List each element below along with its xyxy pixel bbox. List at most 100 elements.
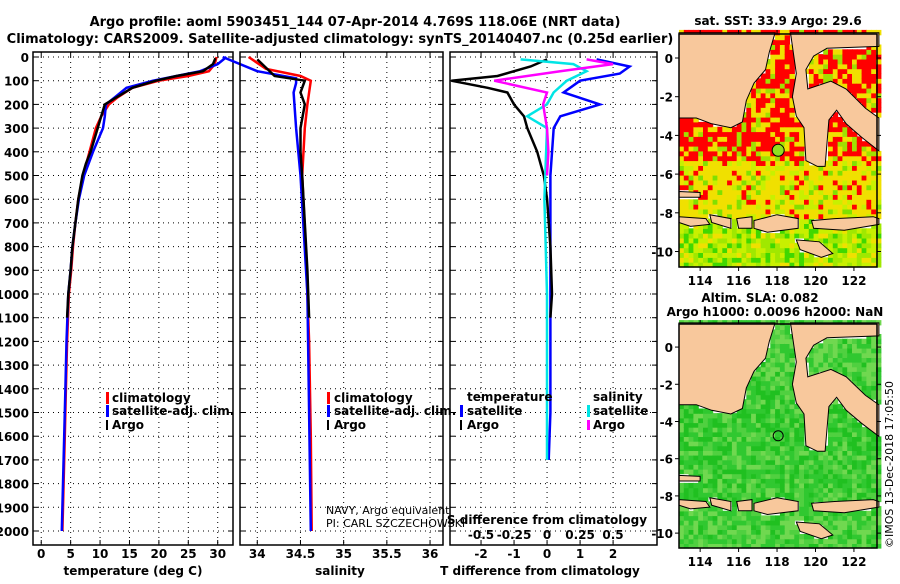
map-cell [832,524,839,530]
map-cell [679,427,685,433]
map-cell [861,141,867,147]
map-cell [741,204,747,210]
map-cell [698,441,704,447]
map-cell [765,385,771,391]
map-cell [703,441,709,447]
map-cell [746,247,752,253]
map-cell [779,83,786,89]
map-cell [823,184,829,191]
map-cell [775,49,781,55]
map-cell [832,204,839,210]
map-cell [828,515,834,521]
map-cell [847,228,853,234]
map-cell [765,534,771,540]
map-cell [871,510,877,517]
map-cell [842,464,848,470]
map-cell [828,357,834,363]
map-cell [775,97,781,104]
map-cell [799,487,805,493]
map-cell [804,204,810,210]
map-cell [837,487,843,493]
map-cell [755,450,762,456]
map-cell [861,228,867,234]
map-cell [842,150,848,157]
temperature-legend: climatology satellite-adj. clim. Argo [106,391,234,432]
map-cell [775,403,781,410]
map-cell [861,366,867,372]
map-cell [876,338,882,344]
map-cell [736,473,743,479]
map-cell [842,417,848,424]
map-cell [847,49,853,55]
map-cell [818,538,824,544]
map-cell [784,422,791,428]
map-cell [847,417,853,424]
map-cell [703,534,709,540]
map-cell [852,78,858,84]
map-cell [736,175,743,181]
map-cell [784,92,791,99]
map-cell [693,468,699,475]
map-cell [770,408,776,414]
map-cell [683,441,690,447]
map-cell [693,431,699,437]
map-cell [779,175,786,181]
map-cell [688,121,694,128]
map-cell [789,49,795,55]
map-cell [755,520,762,526]
map-cell [722,136,728,142]
map-cell [751,141,757,147]
map-cell [722,515,728,521]
map-cell [847,208,853,215]
map-cell [712,252,718,258]
map-cell [799,543,805,549]
map-cell [698,464,704,470]
map-cell [717,150,723,157]
map-cell [717,136,723,142]
map-cell [760,121,767,128]
map-cell [794,160,800,166]
map-cell [779,126,786,133]
map-cell [679,175,685,181]
map-cell [779,534,786,540]
map-cell [760,389,767,396]
map-cell [765,238,771,244]
map-cell [727,534,733,540]
map-cell [703,510,709,517]
map-cell [683,529,690,535]
map-cell [866,362,872,368]
map-cell [703,160,709,166]
map-cell [755,473,762,479]
map-cell [871,107,877,113]
land-mass [795,239,834,258]
plot-panel-difference: -2 -1 0 1 2-0.5 -0.25 0 0.25 0.5 [449,51,658,561]
map-cell [741,208,747,215]
map-cell [727,247,733,253]
map-cell [871,189,877,195]
map-cell [789,242,795,249]
map-cell [832,399,839,405]
map-cell [866,492,872,498]
map-cell [837,427,843,433]
map-cell [722,247,728,253]
map-cell [775,155,781,162]
map-cell [727,131,733,137]
map-cell [871,199,877,205]
map-cell [828,422,834,428]
map-cell [751,431,757,437]
map-cell [871,204,877,210]
map-cell [746,538,752,544]
map-cell [731,150,738,157]
map-cell [779,380,786,386]
map-cell [794,233,800,239]
temperature-xlabel: temperature (deg C) [64,564,203,578]
map-cell [779,450,786,456]
map-cell [784,417,791,424]
map-cell [746,464,752,470]
map-cell [823,487,829,493]
map-cell [736,468,743,475]
land-mass [678,190,701,198]
map-cell [837,492,843,498]
map-cell [856,455,863,461]
map-cell [760,515,767,521]
